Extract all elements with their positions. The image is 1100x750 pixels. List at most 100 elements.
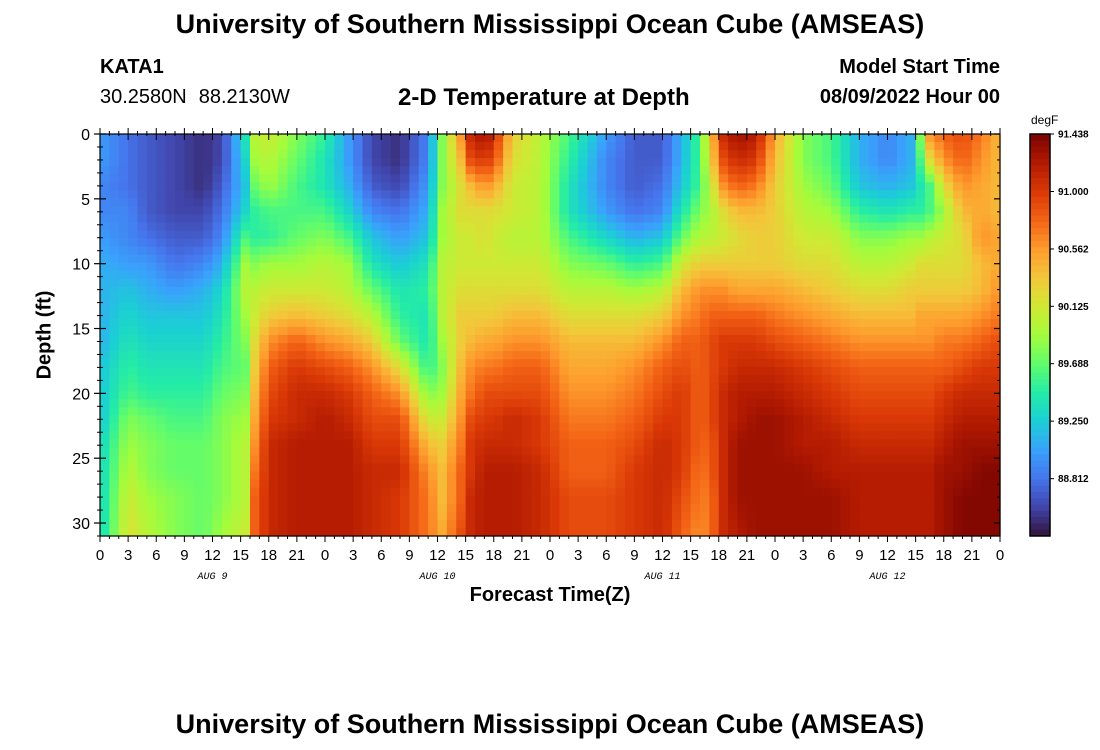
heatmap-cell — [625, 439, 635, 449]
heatmap-cell — [493, 423, 504, 433]
heatmap-cell — [756, 463, 767, 473]
heatmap-cell — [859, 294, 870, 304]
heatmap-cell — [971, 423, 982, 433]
heatmap-cell — [793, 335, 804, 344]
heatmap-cell — [343, 479, 354, 489]
heatmap-cell — [343, 439, 354, 449]
heatmap-cell — [615, 318, 626, 328]
heatmap-cell — [371, 294, 382, 304]
heatmap-cell — [990, 142, 1001, 151]
heatmap-cell — [737, 278, 748, 288]
heatmap-cell — [296, 431, 307, 441]
heatmap-cell — [803, 375, 814, 384]
heatmap-cell — [643, 519, 654, 529]
heatmap-cell — [512, 302, 523, 312]
heatmap-cell — [146, 238, 157, 248]
heatmap-cell — [521, 479, 532, 489]
heatmap-cell — [700, 158, 710, 167]
heatmap-cell — [559, 439, 570, 449]
heatmap-cell — [446, 262, 457, 272]
heatmap-cell — [878, 527, 889, 537]
heatmap-cell — [596, 166, 607, 175]
heatmap-cell — [690, 351, 701, 360]
heatmap-cell — [315, 142, 326, 151]
heatmap-cell — [784, 174, 795, 183]
heatmap-cell — [953, 270, 964, 280]
heatmap-cell — [550, 246, 560, 256]
heatmap-cell — [756, 254, 767, 264]
heatmap-cell — [812, 206, 823, 215]
heatmap-cell — [400, 487, 410, 497]
heatmap-cell — [559, 278, 570, 288]
heatmap-cell — [709, 495, 720, 505]
heatmap-cell — [287, 359, 298, 368]
heatmap-cell — [156, 383, 167, 392]
heatmap-cell — [550, 294, 560, 304]
heatmap-cell — [737, 431, 748, 441]
heatmap-cell — [418, 294, 429, 304]
heatmap-cell — [681, 190, 692, 199]
heatmap-cell — [259, 351, 270, 360]
heatmap-cell — [906, 294, 917, 304]
heatmap-cell — [718, 158, 729, 167]
heatmap-cell — [146, 310, 157, 320]
heatmap-cell — [662, 182, 673, 191]
heatmap-cell — [728, 142, 739, 151]
heatmap-cell — [465, 495, 476, 505]
heatmap-cell — [409, 351, 420, 360]
heatmap-cell — [625, 142, 635, 151]
heatmap-cell — [353, 302, 364, 312]
heatmap-cell — [643, 479, 654, 489]
heatmap-cell — [653, 318, 664, 328]
heatmap-cell — [681, 166, 692, 175]
heatmap-cell — [268, 326, 279, 336]
heatmap-cell — [193, 487, 204, 497]
heatmap-cell — [381, 318, 392, 328]
heatmap-cell — [390, 182, 401, 191]
heatmap-cell — [831, 222, 842, 232]
heatmap-cell — [362, 254, 373, 264]
heatmap-cell — [859, 447, 870, 457]
heatmap-cell — [343, 206, 354, 215]
heatmap-cell — [709, 190, 720, 199]
heatmap-cell — [465, 182, 476, 191]
heatmap-cell — [681, 375, 692, 384]
heatmap-cell — [278, 519, 289, 529]
heatmap-cell — [343, 519, 354, 529]
heatmap-cell — [418, 431, 429, 441]
heatmap-cell — [596, 439, 607, 449]
heatmap-cell — [343, 326, 354, 336]
heatmap-cell — [812, 294, 823, 304]
heatmap-cell — [306, 310, 317, 320]
heatmap-cell — [840, 222, 851, 232]
heatmap-cell — [868, 302, 879, 312]
heatmap-cell — [643, 174, 654, 183]
heatmap-cell — [756, 399, 767, 408]
heatmap-cell — [109, 479, 120, 489]
heatmap-cell — [484, 375, 495, 384]
heatmap-cell — [775, 310, 785, 320]
heatmap-cell — [287, 286, 298, 296]
heatmap-cell — [990, 238, 1001, 248]
heatmap-cell — [606, 463, 617, 473]
heatmap-cell — [221, 142, 232, 151]
heatmap-cell — [100, 439, 110, 449]
heatmap-cell — [109, 286, 120, 296]
heatmap-cell — [296, 511, 307, 521]
heatmap-cell — [568, 310, 579, 320]
heatmap-cell — [493, 407, 504, 416]
heatmap-cell — [362, 134, 373, 143]
heatmap-cell — [278, 351, 289, 360]
heatmap-cell — [709, 463, 720, 473]
heatmap-cell — [100, 206, 110, 215]
heatmap-cell — [240, 310, 251, 320]
heatmap-cell — [596, 254, 607, 264]
heatmap-cell — [268, 335, 279, 344]
heatmap-cell — [287, 278, 298, 288]
heatmap-cell — [578, 527, 589, 537]
heatmap-cell — [840, 343, 851, 352]
heatmap-cell — [390, 270, 401, 280]
heatmap-cell — [531, 214, 542, 224]
heatmap-cell — [934, 487, 945, 497]
heatmap-cell — [634, 278, 645, 288]
